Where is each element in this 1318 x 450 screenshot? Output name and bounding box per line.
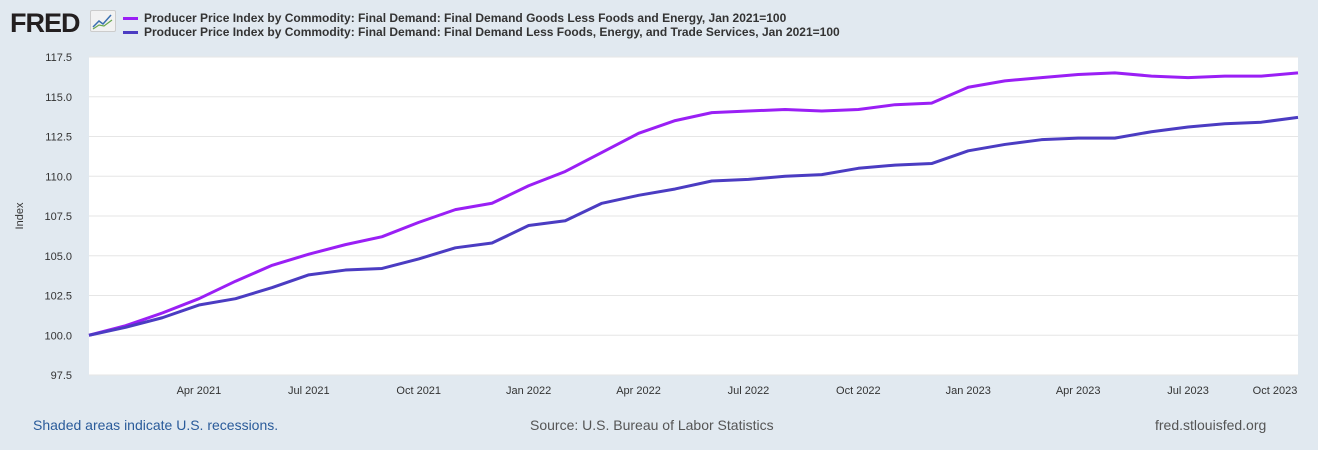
x-tick-label: Apr 2022 xyxy=(616,385,661,397)
x-tick-label: Oct 2022 xyxy=(836,385,881,397)
x-tick-label: Jul 2022 xyxy=(728,385,770,397)
recession-note-link[interactable]: Shaded areas indicate U.S. recessions. xyxy=(33,417,279,433)
y-tick-label: 105.0 xyxy=(44,251,72,263)
y-tick-label: 107.5 xyxy=(44,211,72,223)
x-tick-label: Jan 2023 xyxy=(946,385,991,397)
y-tick-label: 110.0 xyxy=(45,171,72,183)
site-link[interactable]: fred.stlouisfed.org xyxy=(1155,417,1267,433)
source-text: Source: U.S. Bureau of Labor Statistics xyxy=(530,417,774,433)
x-tick-label: Jul 2021 xyxy=(288,385,330,397)
legend-swatch xyxy=(123,16,138,20)
y-tick-label: 102.5 xyxy=(44,291,72,303)
x-tick-label: Apr 2023 xyxy=(1056,385,1101,397)
x-tick-label: Oct 2021 xyxy=(396,385,441,397)
legend-swatch xyxy=(123,30,138,34)
legend-label: Producer Price Index by Commodity: Final… xyxy=(144,25,840,39)
legend-label: Producer Price Index by Commodity: Final… xyxy=(144,11,787,25)
y-tick-label: 97.5 xyxy=(51,370,72,382)
y-tick-label: 112.5 xyxy=(45,132,72,144)
x-tick-label: Apr 2021 xyxy=(177,385,222,397)
x-tick-label: Jul 2023 xyxy=(1167,385,1209,397)
y-tick-label: 100.0 xyxy=(44,330,72,342)
x-tick-label: Oct 2023 xyxy=(1253,385,1298,397)
line-chart: 97.5 100.0 102.5 105.0 107.5 110.0 112.5 115.0 1… xyxy=(14,52,1299,397)
series-line-2 xyxy=(88,115,1299,337)
legend-item-series2[interactable]: Producer Price Index by Commodity: Final… xyxy=(123,25,840,39)
y-tick-label: 115.0 xyxy=(45,92,72,104)
y-axis-label: Index xyxy=(14,202,26,229)
legend-item-series1[interactable]: Producer Price Index by Commodity: Final… xyxy=(123,11,840,25)
y-tick-label: 117.5 xyxy=(45,52,72,64)
fred-chart-logo-icon xyxy=(90,10,116,32)
series-line-1 xyxy=(88,71,1299,337)
x-tick-label: Jan 2022 xyxy=(506,385,551,397)
legend: Producer Price Index by Commodity: Final… xyxy=(123,11,840,39)
fred-logo[interactable]: FRED xyxy=(10,8,80,38)
